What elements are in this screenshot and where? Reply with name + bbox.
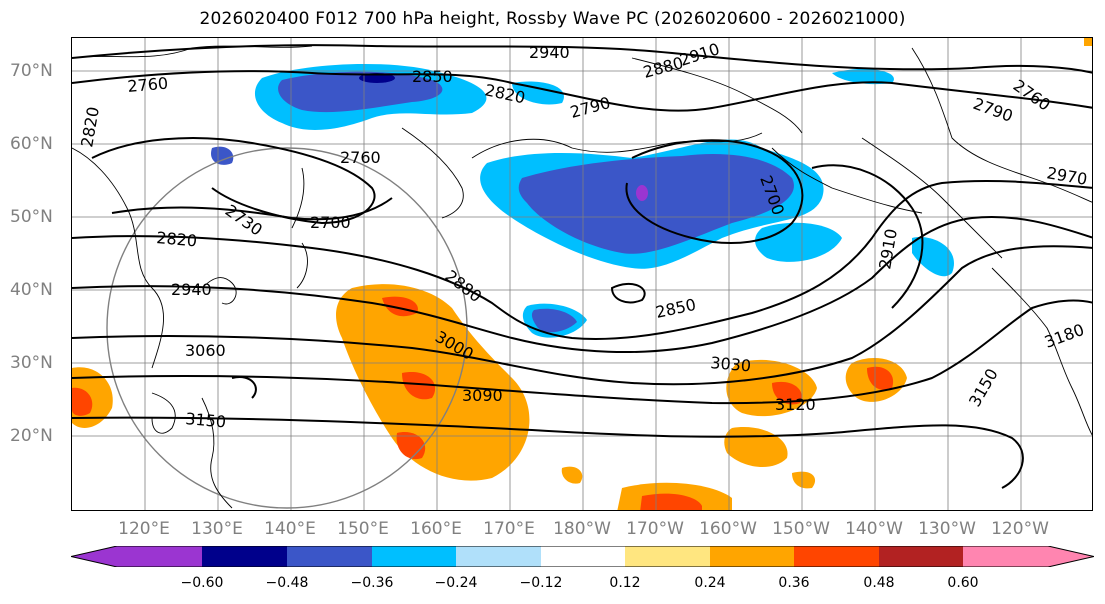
colorbar-tick-label: −0.48 xyxy=(265,575,309,591)
map-canvas: 2940 2910 2880 2850 2820 2790 2760 2790 … xyxy=(72,38,1092,510)
lat-label-50n: 50°N xyxy=(10,207,53,227)
colorbar-segment xyxy=(541,546,625,567)
colorbar-segment xyxy=(202,546,287,567)
lat-label-20n: 20°N xyxy=(10,426,53,446)
contour-label: 2700 xyxy=(310,213,351,232)
colorbar-segment xyxy=(625,546,710,567)
colorbar-tick-label: −0.36 xyxy=(350,575,394,591)
colorbar-segment xyxy=(879,546,963,567)
colorbar-segment xyxy=(963,546,1094,567)
contour-label: 3060 xyxy=(185,341,226,360)
contour-label: 2850 xyxy=(654,295,698,322)
contour-label: 2940 xyxy=(529,43,570,62)
lat-label-30n: 30°N xyxy=(10,353,53,373)
contour-label: 3090 xyxy=(462,386,503,405)
colorbar-tick-label: 0.60 xyxy=(947,575,979,591)
lon-label: 180°W xyxy=(553,519,611,539)
lon-label: 120°W xyxy=(991,519,1049,539)
lat-label-70n: 70°N xyxy=(10,61,53,81)
lon-label: 160°E xyxy=(410,519,462,539)
lon-label: 140°W xyxy=(845,519,903,539)
contour-label: 3120 xyxy=(775,395,816,414)
contour-label: 2790 xyxy=(971,94,1016,126)
colorbar-segment xyxy=(794,546,879,567)
lon-label: 150°W xyxy=(772,519,830,539)
lon-label: 130°E xyxy=(191,519,243,539)
contour-label: 2760 xyxy=(127,74,169,96)
lat-label-40n: 40°N xyxy=(10,280,53,300)
contour-label: 2760 xyxy=(340,148,381,167)
contour-label: 2730 xyxy=(222,201,266,240)
anomaly-spot xyxy=(1084,38,1092,46)
height-contours xyxy=(72,44,1092,489)
lon-label: 150°E xyxy=(337,519,389,539)
colorbar-segment xyxy=(372,546,456,567)
anomaly-shading xyxy=(72,63,954,510)
contour-label: 3180 xyxy=(1042,320,1087,352)
contour-label: 3150 xyxy=(185,409,227,431)
colorbar-tick-label: 0.36 xyxy=(778,575,810,591)
contour-label: 2910 xyxy=(875,227,901,270)
contour-label: 3150 xyxy=(965,365,1002,410)
colorbar-tick-label: 0.24 xyxy=(694,575,726,591)
contour-label: 2790 xyxy=(568,93,612,122)
colorbar-tick-label: −0.60 xyxy=(180,575,224,591)
lon-label: 170°W xyxy=(626,519,684,539)
map-panel: 2940 2910 2880 2850 2820 2790 2760 2790 … xyxy=(71,37,1093,511)
contour-label: 2760 xyxy=(1010,76,1054,115)
lon-label: 120°E xyxy=(118,519,170,539)
lon-label: 130°W xyxy=(918,519,976,539)
colorbar xyxy=(71,546,1094,567)
lon-label: 140°E xyxy=(264,519,316,539)
colorbar-tick-label: −0.24 xyxy=(434,575,478,591)
contour-label: 2910 xyxy=(677,39,722,70)
lat-label-60n: 60°N xyxy=(10,134,53,154)
contour-label: 2880 xyxy=(442,266,486,306)
colorbar-tick-label: 0.48 xyxy=(863,575,895,591)
colorbar-segment xyxy=(456,546,541,567)
colorbar-tick-label: −0.12 xyxy=(519,575,563,591)
contour-label: 2850 xyxy=(412,67,453,86)
contour-label: 2820 xyxy=(156,228,198,250)
great-circle xyxy=(106,147,468,509)
contour-label: 3030 xyxy=(710,353,752,375)
colorbar-tick-label: 0.12 xyxy=(609,575,641,591)
contour-label: 2940 xyxy=(171,280,212,299)
map-title: 2026020400 F012 700 hPa height, Rossby W… xyxy=(199,9,906,29)
contour-label: 2820 xyxy=(77,105,103,148)
colorbar-segment xyxy=(287,546,372,567)
contour-label: 2880 xyxy=(641,53,685,82)
contour-labels: 2940 2910 2880 2850 2820 2790 2760 2790 … xyxy=(77,39,1088,431)
colorbar-segment xyxy=(710,546,794,567)
lon-label: 160°W xyxy=(699,519,757,539)
lon-label: 170°E xyxy=(483,519,535,539)
colorbar-segment xyxy=(71,546,202,567)
